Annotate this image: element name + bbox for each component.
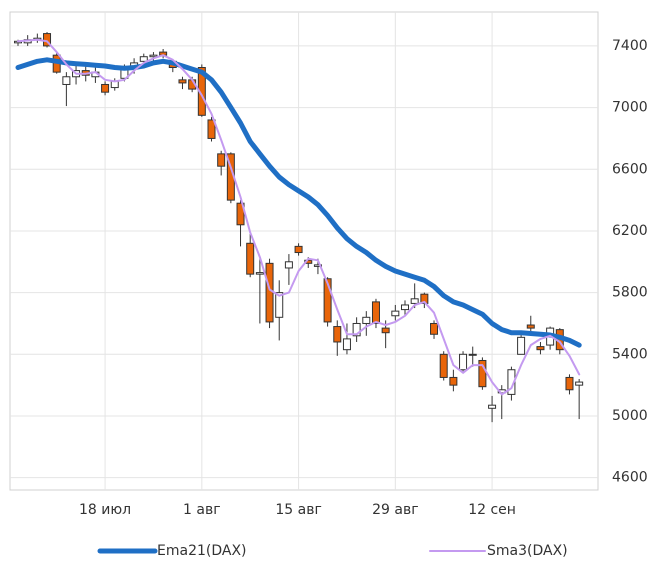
x-tick-label: 29 авг [372,502,418,518]
candle-body [207,119,216,139]
candle-body [401,304,409,311]
candle-body [139,56,148,62]
candle-body [478,359,487,388]
y-tick-label: 5800 [612,285,648,301]
x-tick-label: 18 июл [79,502,131,518]
x-tick-label: 15 авг [275,502,321,518]
candle-body [536,346,545,351]
candle-body [255,272,264,275]
candle-body [217,153,226,167]
legend-label: Ema21(DAX) [157,543,247,559]
candle-body [575,381,584,386]
candle-body [420,293,429,304]
candle-body [488,404,497,409]
x-tick-label: 1 авг [183,502,221,518]
candle-body [459,353,468,371]
y-tick-label: 5000 [612,408,648,424]
x-tick-label: 12 сен [468,502,516,518]
candle-body [342,338,351,351]
candle-body [294,245,303,254]
candle-body [391,310,400,317]
candle-body [178,79,187,84]
candle-body [362,316,371,324]
y-tick-label: 4600 [612,470,648,486]
y-tick-label: 5400 [612,346,648,362]
y-tick-label: 7000 [612,100,648,116]
candle-body [101,83,110,93]
candle-body [439,353,448,378]
candle-body [526,324,535,329]
candle-body [284,261,293,269]
candle-body [410,298,419,304]
candle-body [381,327,390,334]
plot-frame [9,11,599,491]
candle-body [313,264,322,267]
candle-body [62,76,71,85]
candle-body [565,376,574,391]
y-tick-label: 6600 [612,161,648,177]
candle-body [333,326,342,343]
line-series [15,57,582,348]
candle-body [265,262,274,323]
candle-body [430,322,439,335]
y-tick-label: 7400 [612,38,648,54]
candle-body [449,376,458,386]
candle-body [323,278,332,323]
candle-body [275,292,284,318]
candle-body [246,242,255,275]
candle-body [149,54,158,58]
candle-body [352,322,361,337]
candle-body [371,301,380,324]
legend-label: Sma3(DAX) [487,543,568,559]
y-tick-label: 6200 [612,223,648,239]
candle-body [236,202,245,226]
candle-body [468,353,477,356]
line-series [17,38,581,396]
candle-body [517,336,526,355]
